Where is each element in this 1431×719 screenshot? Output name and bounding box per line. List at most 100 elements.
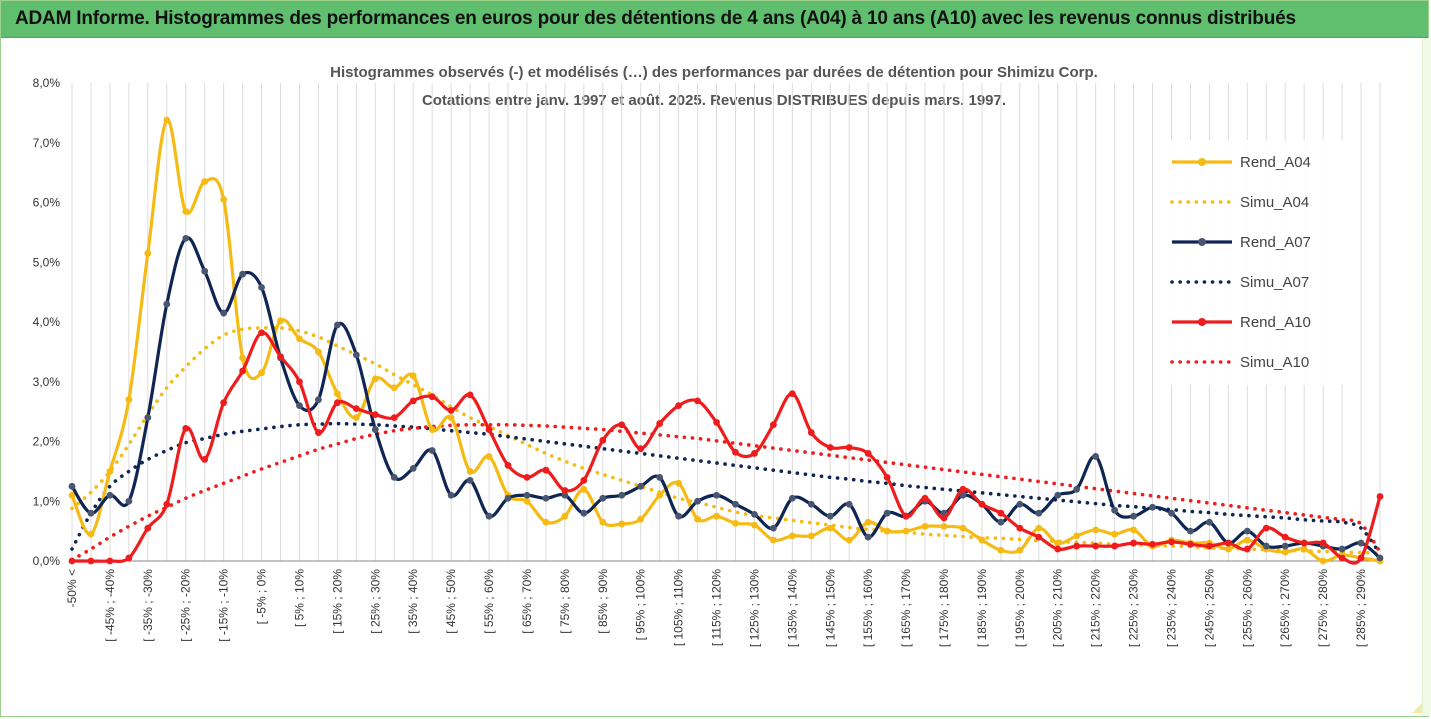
data-point xyxy=(409,372,417,380)
data-point xyxy=(1054,545,1062,553)
data-point xyxy=(144,414,152,421)
data-point xyxy=(675,512,683,520)
data-point xyxy=(542,466,550,474)
data-point xyxy=(296,378,303,386)
data-point xyxy=(1187,527,1194,535)
chart-title-line-1: Histogrammes observés (-) et modélisés (… xyxy=(330,64,1098,81)
y-tick-label: 7,0% xyxy=(33,136,61,150)
data-point xyxy=(428,393,436,401)
data-point xyxy=(68,557,76,565)
data-point xyxy=(732,448,739,456)
data-point xyxy=(1092,453,1100,460)
data-point xyxy=(371,411,379,419)
data-point xyxy=(1035,524,1043,532)
series-simu-a07 xyxy=(70,421,1382,556)
x-tick-label: [ 35% ; 40% xyxy=(406,569,420,634)
series-line xyxy=(70,422,1382,562)
x-tick-label: [ 245% ; 250% xyxy=(1202,569,1216,647)
data-point xyxy=(1092,526,1100,534)
data-point xyxy=(1016,524,1024,532)
data-point xyxy=(1111,506,1119,514)
data-point xyxy=(1319,539,1327,547)
data-point xyxy=(656,420,664,427)
data-point xyxy=(1073,485,1081,493)
y-tick-label: 6,0% xyxy=(33,196,61,210)
data-point xyxy=(201,267,209,275)
data-point xyxy=(959,485,967,493)
data-point xyxy=(1035,509,1043,517)
data-point xyxy=(1243,545,1251,553)
data-point xyxy=(845,500,853,508)
data-point xyxy=(1149,540,1156,548)
x-tick-label: [ 275% ; 280% xyxy=(1316,569,1330,647)
data-point xyxy=(826,524,834,532)
data-point xyxy=(182,208,190,215)
data-point xyxy=(106,491,114,499)
chart-title-line-2: Cotations entre janv. 1997 et août. 2025… xyxy=(422,92,1006,109)
x-tick-label: [ -35% ; -30% xyxy=(141,569,155,642)
right-edge-strip xyxy=(1422,38,1431,716)
data-point xyxy=(921,522,929,530)
data-point xyxy=(447,414,455,421)
data-point xyxy=(315,348,322,356)
data-point xyxy=(390,384,398,392)
data-point xyxy=(561,487,569,494)
data-point xyxy=(258,283,265,291)
data-point xyxy=(580,485,588,493)
data-point xyxy=(447,407,455,414)
y-tick-label: 0,0% xyxy=(33,554,61,568)
data-point xyxy=(182,424,190,432)
data-point xyxy=(656,473,664,481)
data-point xyxy=(87,530,95,538)
legend-item: Rend_A10 xyxy=(1172,314,1311,331)
series-simu-a10 xyxy=(70,422,1382,562)
data-point xyxy=(1262,524,1270,532)
data-point xyxy=(1016,546,1024,554)
data-point xyxy=(1016,500,1024,508)
data-point xyxy=(352,414,360,421)
data-point xyxy=(561,491,569,499)
data-point xyxy=(580,509,588,517)
data-point xyxy=(1243,527,1251,535)
data-point xyxy=(68,491,76,499)
data-point xyxy=(1073,542,1081,550)
data-point xyxy=(807,429,815,436)
data-point xyxy=(864,450,872,457)
data-point xyxy=(940,514,948,522)
data-point xyxy=(769,421,777,429)
data-point xyxy=(1130,512,1137,520)
data-point xyxy=(333,399,341,407)
series-line xyxy=(70,421,1382,556)
x-tick-label: [ -45% ; -40% xyxy=(103,569,117,642)
x-tick-label: [ 265% ; 270% xyxy=(1278,569,1292,647)
chart-series xyxy=(68,116,1384,565)
data-point xyxy=(732,500,739,508)
data-point xyxy=(87,509,95,517)
data-point xyxy=(201,456,209,463)
data-point xyxy=(1376,554,1384,562)
data-point xyxy=(675,479,683,487)
data-point xyxy=(258,369,265,377)
data-point xyxy=(1300,545,1308,553)
data-point xyxy=(694,397,701,405)
x-tick-label: [ 205% ; 210% xyxy=(1051,569,1065,647)
y-tick-label: 8,0% xyxy=(33,76,61,90)
legend-label: Simu_A10 xyxy=(1240,354,1309,371)
legend-item: Simu_A10 xyxy=(1170,354,1309,371)
x-tick-label: [ 255% ; 260% xyxy=(1240,569,1254,647)
data-point xyxy=(277,317,284,325)
legend-marker xyxy=(1198,158,1206,166)
data-point xyxy=(788,390,796,398)
data-point xyxy=(1300,539,1308,547)
data-point xyxy=(1224,539,1232,547)
x-tick-label: [ 165% ; 170% xyxy=(899,569,913,647)
corner-mark xyxy=(1412,703,1422,713)
data-point xyxy=(769,524,777,532)
data-point xyxy=(542,518,550,526)
data-point xyxy=(409,397,417,405)
x-tick-label: [ 65% ; 70% xyxy=(520,569,534,634)
data-point xyxy=(258,329,265,337)
data-point xyxy=(390,473,398,481)
data-point xyxy=(523,497,531,505)
